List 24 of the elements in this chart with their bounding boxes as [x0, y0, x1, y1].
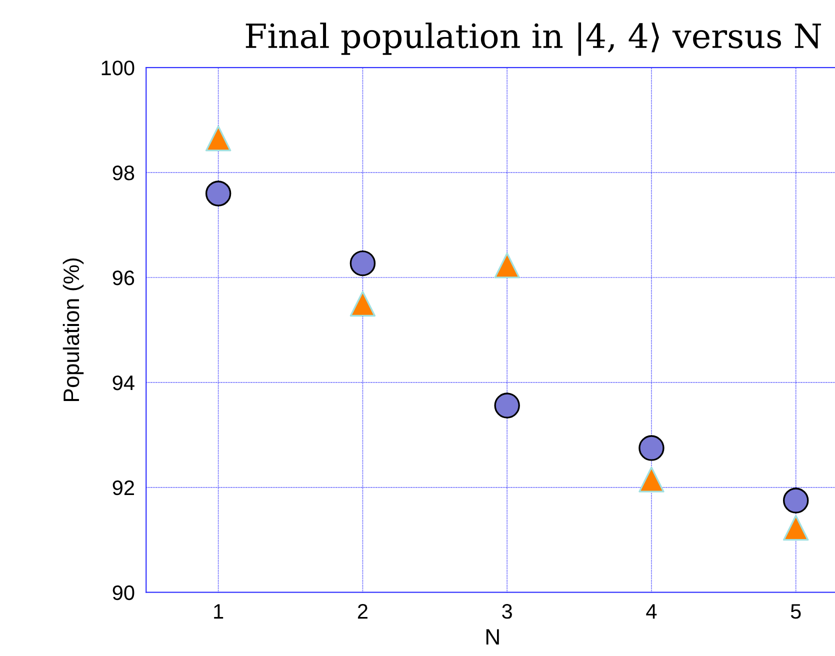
x-axis-title: N	[486, 629, 499, 645]
chart-title: Final population in |4, 4⟩ versus N	[246, 22, 822, 56]
x-tick-label: 1	[214, 604, 224, 619]
point	[205, 180, 232, 206]
y-tick-label: 90	[112, 585, 134, 600]
point	[782, 488, 809, 514]
y-tick-label: 98	[112, 166, 134, 180]
y-tick-label: 96	[112, 270, 134, 286]
y-tick-label: 94	[112, 375, 134, 390]
point	[782, 514, 809, 541]
point	[350, 250, 376, 276]
point	[638, 466, 664, 492]
point	[494, 392, 520, 418]
y-tick-label: 92	[112, 480, 134, 496]
point	[205, 126, 232, 152]
x-tick-label: 2	[358, 604, 368, 619]
x-tick-label: 4	[646, 604, 657, 619]
point	[638, 435, 664, 461]
y-axis-title: Population (%)	[62, 258, 84, 402]
x-tick-label: 3	[502, 604, 512, 619]
y-tick-label: 100	[102, 60, 134, 76]
point	[350, 290, 376, 317]
x-tick-label: 5	[790, 604, 801, 619]
point	[494, 252, 520, 278]
